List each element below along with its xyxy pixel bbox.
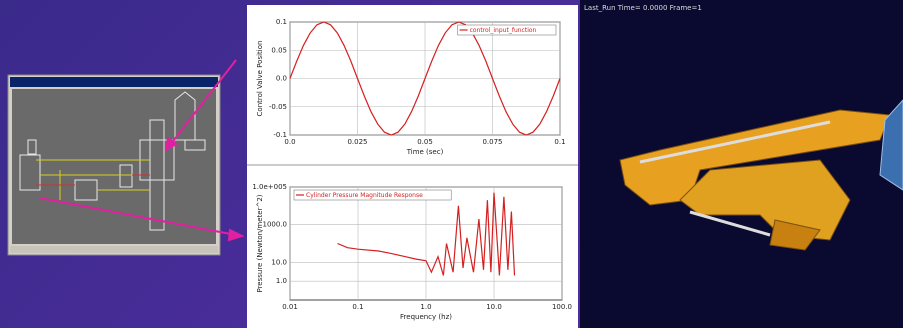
y-tick-label: 0.0	[276, 75, 287, 83]
slide: Last_Run Time= 0.0000 Frame=1 0.1 0.05 0.0…	[0, 0, 903, 328]
y-tick-label: 10.0	[271, 258, 287, 266]
x-tick-label: 0.075	[482, 138, 502, 146]
x-tick-label: 0.025	[347, 138, 367, 146]
animation-status: Last_Run Time= 0.0000 Frame=1	[584, 4, 702, 12]
y-tick-label: -0.05	[269, 103, 287, 111]
x-axis-label: Frequency (hz)	[400, 313, 452, 321]
x-axis-label: Time (sec)	[406, 148, 444, 156]
y-tick-label: 1.0	[276, 277, 287, 285]
x-tick-label: 1.0	[420, 303, 431, 311]
x-tick-label: 100.0	[552, 303, 572, 311]
y-axis-label: Control Valve Position	[256, 41, 264, 117]
legend-label: control_input_function	[470, 27, 537, 34]
x-tick-label: 0.1	[554, 138, 565, 146]
y-tick-label: 1000.0	[263, 221, 288, 229]
x-tick-label: 10.0	[486, 303, 502, 311]
x-tick-label: 0.01	[282, 303, 298, 311]
x-tick-label: 0.1	[352, 303, 363, 311]
x-tick-label: 0.05	[417, 138, 433, 146]
canvas: Last_Run Time= 0.0000 Frame=1 0.1 0.05 0.0…	[0, 0, 903, 328]
y-tick-label: 0.05	[271, 46, 287, 54]
y-tick-label: 1.0e+005	[252, 183, 287, 191]
x-tick-label: 0.0	[284, 138, 295, 146]
legend-label: Cylinder Pressure Magnitude Response	[306, 192, 423, 199]
schematic-window	[8, 75, 220, 255]
y-axis-label: Pressure (Newton/meter^2)	[256, 194, 264, 292]
y-tick-label: 0.1	[276, 18, 287, 26]
